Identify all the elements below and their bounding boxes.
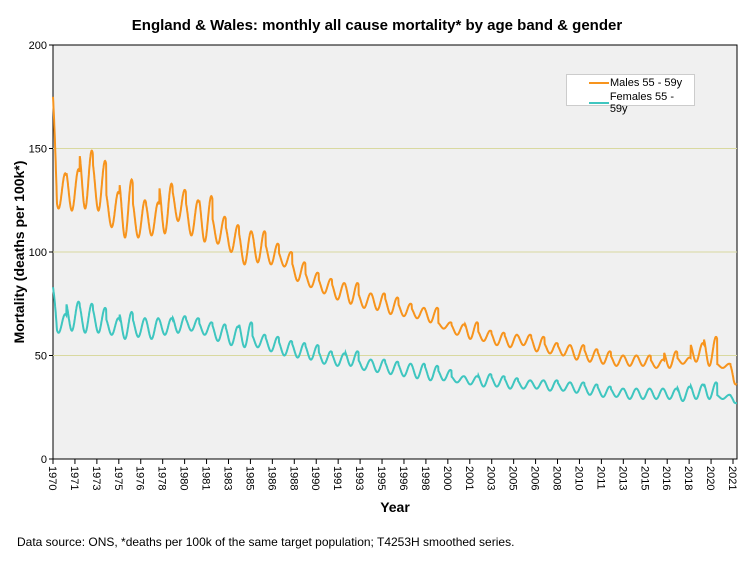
x-tick-label: 2013: [616, 466, 628, 490]
x-tick-label: 1988: [287, 466, 299, 490]
x-tick-label: 1978: [156, 466, 168, 490]
x-tick-label: 2008: [551, 466, 563, 490]
y-tick-label: 0: [41, 454, 47, 466]
legend-label: Females 55 - 59y: [609, 91, 675, 115]
y-axis-label: Mortality (deaths per 100k*): [11, 161, 27, 344]
x-axis-label: Year: [380, 499, 410, 515]
x-tick-label: 1970: [46, 466, 58, 490]
y-tick-label: 100: [29, 247, 47, 259]
x-tick-label: 1996: [397, 466, 409, 490]
x-tick-label: 2021: [726, 466, 738, 490]
x-tick-label: 1975: [112, 466, 124, 490]
x-tick-label: 1990: [309, 466, 321, 490]
legend-item-males: Males 55 - 59y: [589, 77, 682, 89]
legend-item-females: Females 55 - 59y: [589, 91, 694, 115]
chart-title: England & Wales: monthly all cause morta…: [131, 17, 623, 34]
y-tick-label: 200: [29, 40, 47, 52]
x-tick-label: 1971: [68, 466, 80, 490]
x-tick-label: 1995: [375, 466, 387, 490]
x-tick-label: 1985: [243, 466, 255, 490]
x-tick-label: 2005: [507, 466, 519, 490]
y-tick-label: 150: [29, 144, 47, 156]
series-line-males: [52, 96, 738, 386]
x-tick-label: 1983: [221, 466, 233, 490]
x-tick-label: 1986: [265, 466, 277, 490]
x-tick-label: 1980: [178, 466, 190, 490]
legend: Males 55 - 59y Females 55 - 59y: [566, 74, 695, 115]
x-tick-label: 1993: [353, 466, 365, 490]
legend-label: Males 55 - 59y: [610, 77, 683, 89]
x-tick-label: 2020: [704, 466, 716, 490]
x-tick-label: 2003: [485, 466, 497, 490]
legend-swatch: [589, 82, 609, 84]
x-tick-label: 2016: [660, 466, 672, 490]
x-tick-label: 1991: [331, 466, 343, 490]
series-line-females: [52, 287, 737, 405]
footnote: Data source: ONS, *deaths per 100k of th…: [17, 535, 515, 549]
x-tick-label: 1998: [419, 466, 431, 490]
legend-swatch: [589, 102, 609, 104]
x-tick-label: 2015: [638, 466, 650, 490]
x-tick-label: 2006: [529, 466, 541, 490]
x-tick-label: 1981: [200, 466, 212, 490]
y-tick-label: 50: [35, 351, 47, 363]
x-tick-label: 1976: [134, 466, 146, 490]
x-tick-label: 2010: [572, 466, 584, 490]
x-tick-label: 1973: [90, 466, 102, 490]
x-tick-label: 2011: [594, 466, 606, 490]
x-tick-label: 2000: [441, 466, 453, 490]
x-tick-label: 2001: [463, 466, 475, 490]
x-tick-label: 2018: [682, 466, 694, 490]
